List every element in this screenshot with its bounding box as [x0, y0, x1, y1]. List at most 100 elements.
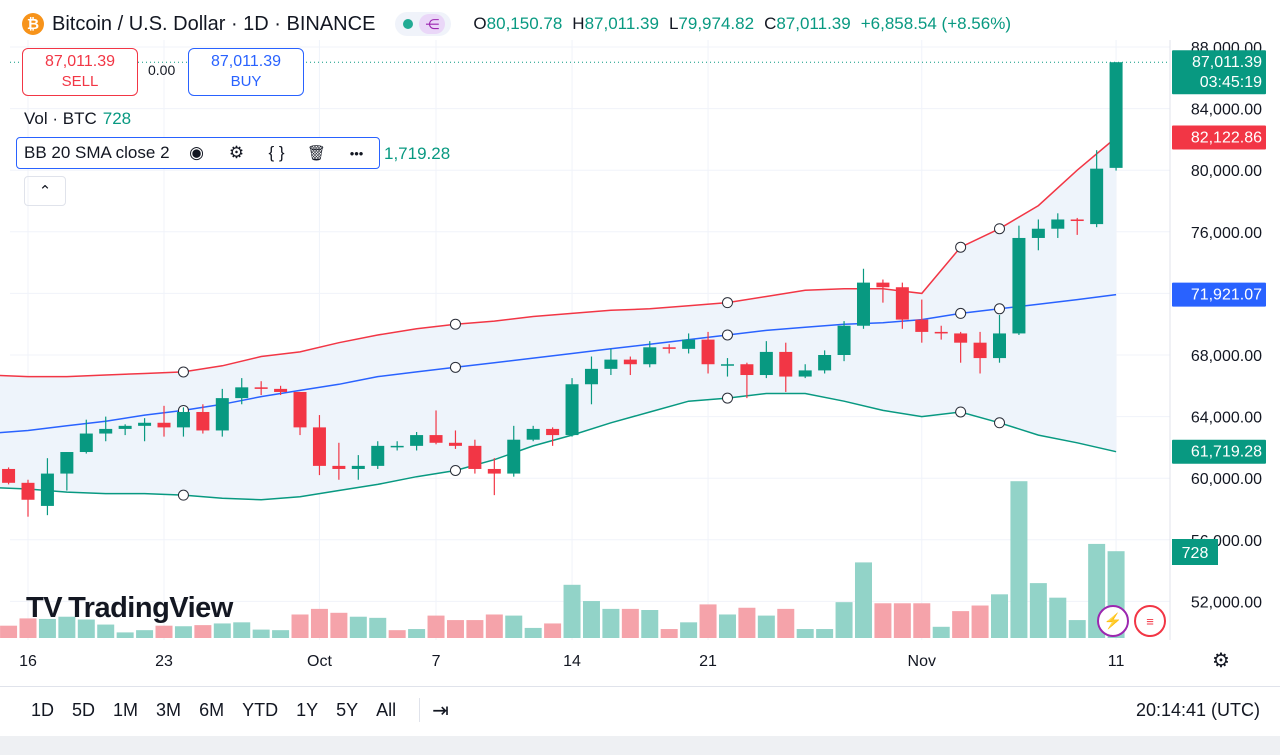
volume-bar	[524, 627, 542, 638]
candle-body	[798, 370, 812, 377]
candle-body	[21, 482, 35, 500]
bb-lower-tag	[1172, 439, 1266, 464]
source-code-icon[interactable]: { }	[268, 143, 285, 162]
volume-bar	[446, 620, 464, 638]
volume-bar	[1010, 481, 1028, 638]
candle-body	[720, 364, 734, 366]
volume-bar	[757, 615, 775, 638]
candle-body	[818, 355, 832, 371]
volume-bar	[971, 605, 989, 638]
volume-bar	[718, 614, 736, 638]
volume-bar	[1029, 583, 1047, 638]
low-value: 79,974.82	[678, 14, 755, 33]
price-tick-label: 84,000.00	[1191, 102, 1262, 119]
range-1d-button[interactable]: 1D	[31, 699, 55, 720]
volume-bar	[272, 630, 290, 638]
price-tick-label: 64,000.00	[1191, 410, 1262, 427]
volume-bar	[854, 562, 872, 638]
volume-bar	[952, 611, 970, 638]
range-1m-button[interactable]: 1M	[113, 699, 139, 720]
bollinger-bands	[0, 136, 1117, 501]
volume-bar	[777, 608, 795, 638]
volume-bar	[874, 603, 892, 638]
candle-body	[1070, 219, 1084, 222]
time-tick-label: Oct	[307, 653, 332, 670]
volume-legend-value: 728	[102, 109, 132, 128]
candle-body	[507, 439, 521, 474]
footer-strip	[0, 736, 1280, 755]
candle-body	[895, 287, 909, 320]
go-to-date-icon[interactable]: ⇥	[432, 699, 449, 722]
eye-icon[interactable]: ◉	[189, 143, 204, 162]
volume-bar	[796, 629, 814, 638]
open-label: O	[473, 14, 487, 33]
tradingview-logo[interactable]: TV TradingView	[26, 592, 233, 625]
range-6m-button[interactable]: 6M	[199, 699, 225, 720]
bb-lower-line	[0, 392, 1117, 501]
bb-basis-tag-text: 71,921.07	[1191, 287, 1262, 304]
bb-indicator-legend[interactable]: BB 20 SMA close 2 ◉ ⚙ { } 🗑 •••	[16, 137, 380, 169]
candle-body	[99, 428, 113, 434]
candle-body	[293, 391, 307, 428]
lightning-icon[interactable]: ⚡	[1097, 605, 1129, 637]
sell-button[interactable]: 87,011.39 SELL	[22, 48, 138, 96]
candle-body	[954, 333, 968, 343]
bb-marker	[955, 406, 967, 418]
bb-marker	[177, 489, 189, 501]
candle-body	[604, 359, 618, 369]
volume-bar	[485, 614, 503, 638]
settings-icon[interactable]: ⚙	[228, 143, 245, 162]
candle-body	[429, 435, 443, 443]
high-label: H	[572, 14, 585, 33]
bb-lower-tag-text: 61,719.28	[1191, 444, 1262, 461]
candle-body	[468, 445, 482, 469]
volume-bar	[38, 618, 56, 638]
chart-settings-icon[interactable]: ⚙	[1212, 650, 1230, 672]
range-3m-button[interactable]: 3M	[156, 699, 182, 720]
candle-body	[487, 468, 501, 474]
more-icon[interactable]: •••	[349, 145, 364, 161]
candle-body	[40, 473, 54, 506]
candle-body	[1031, 228, 1045, 238]
range-1y-button[interactable]: 1Y	[296, 699, 319, 720]
volume-bar	[1068, 620, 1086, 638]
bb-marker	[994, 417, 1005, 429]
utc-clock[interactable]: 20:14:41 (UTC)	[1135, 699, 1260, 720]
bb-marker	[955, 241, 967, 253]
candle-body	[1109, 62, 1123, 168]
candle-body	[837, 325, 851, 355]
volume-bar	[369, 617, 387, 638]
candle-body	[993, 333, 1006, 359]
candle-body	[682, 339, 696, 349]
bb-marker	[449, 318, 461, 330]
bb-legend-label: BB 20 SMA close 2	[24, 143, 170, 162]
market-status[interactable]: ⋲	[395, 12, 452, 36]
volume-bar	[641, 610, 659, 638]
volume-legend[interactable]: Vol · BTC 728	[24, 109, 131, 129]
candle-body	[856, 282, 870, 326]
range-all-button[interactable]: All	[376, 699, 397, 720]
range-ytd-button[interactable]: YTD	[242, 699, 279, 720]
candle-body	[584, 368, 598, 385]
bb-marker	[721, 392, 733, 404]
candle-body	[448, 442, 462, 446]
volume-bar	[1049, 597, 1067, 638]
trash-icon[interactable]: 🗑	[307, 145, 327, 162]
symbol-title[interactable]: Bitcoin / U.S. Dollar · 1D · BINANCE	[52, 12, 376, 35]
us-flag-icon[interactable]: ≡	[1134, 605, 1166, 637]
last-price-tag	[1172, 50, 1266, 95]
bb-upper-line	[0, 136, 1117, 378]
chart-canvas[interactable]: 88,000.0084,000.0080,000.0076,000.0072,0…	[0, 0, 1280, 686]
candle-body	[60, 452, 74, 474]
buy-button[interactable]: 87,011.39 BUY	[188, 48, 304, 96]
bb-marker	[994, 303, 1005, 315]
collapse-legend-button[interactable]: ⌃	[24, 176, 66, 206]
candle-body	[526, 428, 540, 440]
volume-bar	[408, 629, 426, 638]
close-label: C	[764, 14, 777, 33]
candle-body	[410, 435, 424, 446]
bb-marker	[449, 361, 461, 373]
range-5y-button[interactable]: 5Y	[336, 699, 359, 720]
range-5d-button[interactable]: 5D	[72, 699, 96, 720]
time-tick-label: 21	[699, 653, 717, 670]
